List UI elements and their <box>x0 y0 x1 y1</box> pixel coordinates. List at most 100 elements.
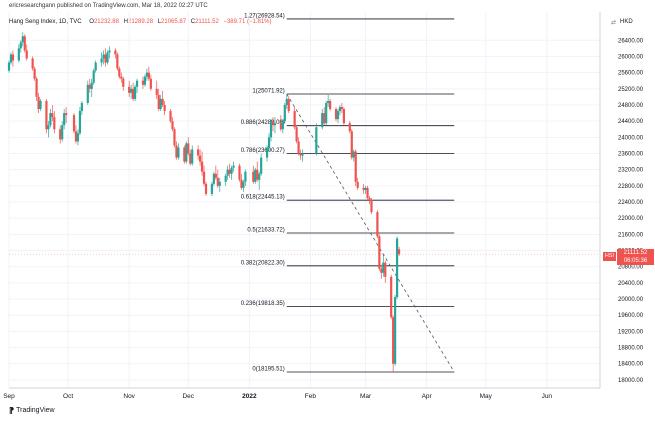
candle <box>299 149 302 160</box>
candle-body <box>338 107 342 112</box>
candle <box>323 107 326 126</box>
candle <box>315 123 318 156</box>
candle-body <box>301 153 304 156</box>
candle <box>325 100 328 126</box>
candle-body <box>260 157 263 174</box>
candle-body <box>350 131 353 158</box>
candle-body <box>230 167 233 174</box>
x-tick-label: 2022 <box>242 393 257 400</box>
y-tick-label: 23200.00 <box>618 168 644 174</box>
tradingview-logo-icon: ⁋ <box>9 406 14 415</box>
last-price-badge: 21111.52 06:05:36 <box>617 249 654 265</box>
candle <box>218 177 221 192</box>
candle-body <box>132 88 135 99</box>
candle-body <box>53 117 56 130</box>
x-tick-label: May <box>480 393 493 400</box>
candle <box>189 149 192 166</box>
candle <box>72 113 76 134</box>
candle-body <box>252 171 255 182</box>
candle-body <box>384 262 387 277</box>
candle <box>19 40 22 53</box>
candle-body <box>394 297 397 364</box>
candle <box>397 246 401 256</box>
candle-body <box>279 123 282 130</box>
candle-body <box>336 111 340 120</box>
y-tick-label: 19200.00 <box>618 329 644 335</box>
candle <box>171 117 174 132</box>
ohlc-close-key: C <box>190 19 196 25</box>
candle <box>80 100 83 116</box>
candle <box>380 264 383 279</box>
candle-body <box>149 78 152 89</box>
candle-body <box>271 121 275 126</box>
candle <box>88 78 91 93</box>
candle-body <box>25 50 28 59</box>
candle <box>157 88 160 112</box>
candle <box>265 145 269 162</box>
candle <box>155 80 158 99</box>
candles-layer <box>7 32 401 372</box>
y-tick-label: 22800.00 <box>618 184 644 190</box>
candle <box>354 149 357 186</box>
candle <box>39 98 42 112</box>
trendline-layer <box>286 93 455 373</box>
candle-body <box>191 149 194 164</box>
candle-body <box>364 187 367 190</box>
candle-body <box>224 175 227 182</box>
y-tick-label: 25200.00 <box>618 87 644 93</box>
fib-level-label: 0.236(19818.35) <box>241 301 285 307</box>
candle <box>327 94 330 108</box>
candle <box>118 66 121 79</box>
candle <box>295 125 298 144</box>
time-axis: Sep Oct Nov Dec 2022 Feb Mar Apr May Jun <box>3 387 600 400</box>
candle-body <box>90 82 93 89</box>
candle <box>145 68 148 81</box>
candle <box>232 161 235 172</box>
candle <box>61 121 64 142</box>
candle-body <box>356 181 359 188</box>
x-tick-label: Sep <box>3 393 15 400</box>
candle <box>376 210 379 239</box>
candle <box>394 295 397 366</box>
currency-switch-icon[interactable]: ⇄ <box>611 20 617 26</box>
candle <box>226 165 229 180</box>
ohlc-high-key: H <box>123 19 128 25</box>
candle-body <box>216 177 219 186</box>
ohlc-close-value: 21111.52 <box>195 19 219 25</box>
candle-body <box>187 143 190 154</box>
candle <box>283 102 286 124</box>
candle <box>17 44 20 63</box>
candle <box>169 109 172 124</box>
fibonacci-retracement: 1.27(26928.54) 1(25071.92) 0.886(24288.08)… <box>241 13 455 373</box>
candle-body <box>226 169 229 176</box>
candle-body <box>175 145 178 158</box>
footer-brand[interactable]: ⁋ TradingView <box>9 406 55 415</box>
candle <box>94 60 97 73</box>
candle <box>230 165 233 180</box>
candle <box>240 173 243 190</box>
candle-body <box>295 127 298 142</box>
candle <box>120 72 123 83</box>
candle-body <box>342 109 345 124</box>
candle <box>33 66 36 81</box>
candle <box>65 107 68 124</box>
candle-body <box>122 78 125 87</box>
candle-body <box>258 173 261 180</box>
candle-body <box>45 100 48 130</box>
candle-body <box>254 169 257 182</box>
candle <box>187 137 190 156</box>
candle <box>23 34 26 53</box>
candle <box>254 167 257 184</box>
candle-body <box>155 88 158 95</box>
candle <box>202 165 206 186</box>
candle <box>340 102 344 114</box>
candle-body <box>321 113 324 128</box>
candle <box>378 234 381 271</box>
y-tick-label: 24400.00 <box>618 119 644 125</box>
candle-body <box>161 98 164 105</box>
x-tick-label: Feb <box>305 393 317 400</box>
candle-body <box>106 52 109 63</box>
candle-body <box>210 183 214 194</box>
candle-body <box>368 197 371 200</box>
